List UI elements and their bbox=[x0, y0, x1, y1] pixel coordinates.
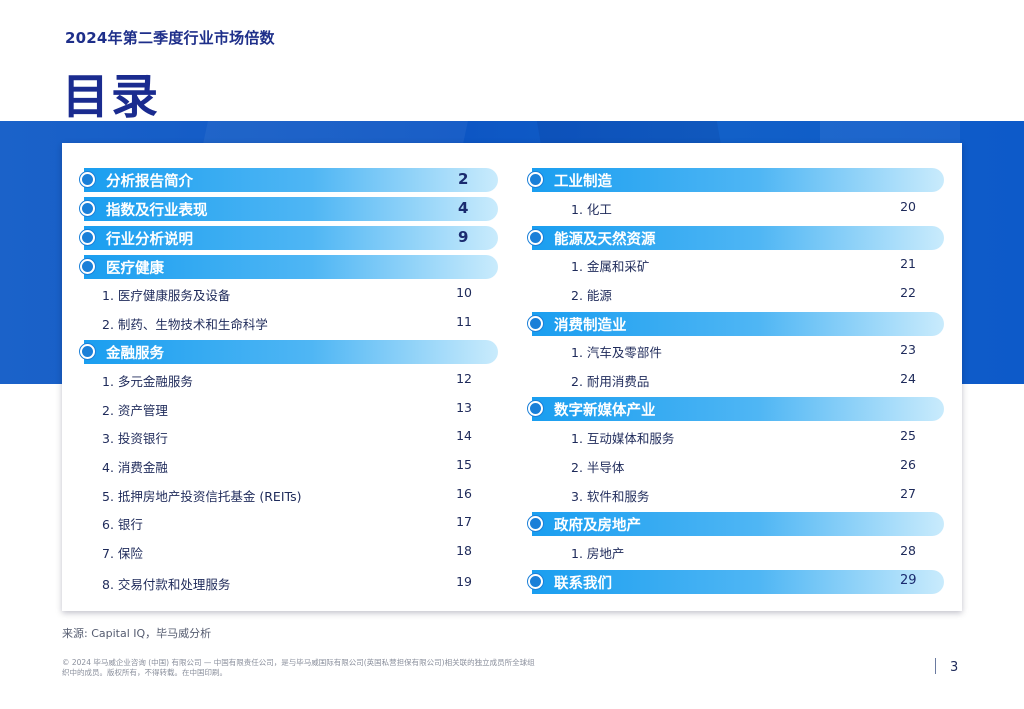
toc-item[interactable]: 2. 资产管理 bbox=[102, 403, 168, 418]
toc-item[interactable]: 4. 消费金融 bbox=[102, 460, 168, 475]
copyright-notice: © 2024 毕马威企业咨询 (中国) 有限公司 — 中国有限责任公司，是与毕马… bbox=[62, 658, 535, 677]
toc-section-healthcare[interactable]: 医疗健康 bbox=[80, 255, 498, 279]
bullet-icon bbox=[80, 344, 95, 359]
source-note: 来源: Capital IQ，毕马威分析 bbox=[62, 627, 212, 640]
toc-page-number: 22 bbox=[900, 285, 916, 300]
toc-section-digital-media[interactable]: 数字新媒体产业 bbox=[528, 397, 944, 421]
bullet-icon bbox=[80, 259, 95, 274]
toc-card: 分析报告简介 2 指数及行业表现 4 行业分析说明 9 医疗健康 1. 医疗健康… bbox=[62, 143, 962, 611]
toc-item[interactable]: 3. 软件和服务 bbox=[571, 489, 650, 504]
toc-page-number: 21 bbox=[900, 256, 916, 271]
toc-section-industrial[interactable]: 工业制造 bbox=[528, 168, 944, 192]
toc-section-government-realestate[interactable]: 政府及房地产 bbox=[528, 512, 944, 536]
toc-item[interactable]: 1. 化工 bbox=[571, 202, 612, 217]
toc-item[interactable]: 3. 投资银行 bbox=[102, 431, 168, 446]
toc-page-number: 10 bbox=[456, 285, 472, 300]
toc-section-intro[interactable]: 分析报告简介 2 bbox=[80, 168, 498, 192]
toc-page-number: 23 bbox=[900, 342, 916, 357]
toc-item[interactable]: 7. 保险 bbox=[102, 546, 143, 561]
bullet-icon bbox=[80, 230, 95, 245]
toc-page-number: 18 bbox=[456, 543, 472, 558]
toc-item[interactable]: 5. 抵押房地产投资信托基金 (REITs) bbox=[102, 489, 302, 504]
toc-item[interactable]: 1. 金属和采矿 bbox=[571, 259, 650, 274]
toc-section-consumer[interactable]: 消费制造业 bbox=[528, 312, 944, 336]
toc-page-number: 28 bbox=[900, 543, 916, 558]
toc-page-number: 20 bbox=[900, 199, 916, 214]
report-subtitle: 2024年第二季度行业市场倍数 bbox=[65, 29, 275, 47]
bullet-icon bbox=[80, 172, 95, 187]
toc-page-number: 24 bbox=[900, 371, 916, 386]
bullet-icon bbox=[80, 201, 95, 216]
toc-page-number: 15 bbox=[456, 457, 472, 472]
toc-item[interactable]: 1. 互动媒体和服务 bbox=[571, 431, 675, 446]
toc-page-number: 13 bbox=[456, 400, 472, 415]
toc-page-number: 26 bbox=[900, 457, 916, 472]
bullet-icon bbox=[528, 230, 543, 245]
toc-item[interactable]: 1. 房地产 bbox=[571, 546, 625, 561]
toc-item[interactable]: 1. 汽车及零部件 bbox=[571, 345, 662, 360]
toc-item[interactable]: 8. 交易付款和处理服务 bbox=[102, 577, 231, 592]
bullet-icon bbox=[528, 516, 543, 531]
bullet-icon bbox=[528, 401, 543, 416]
toc-item[interactable]: 2. 半导体 bbox=[571, 460, 625, 475]
page-number: 3 bbox=[950, 660, 959, 675]
toc-item[interactable]: 2. 能源 bbox=[571, 288, 612, 303]
toc-section-energy[interactable]: 能源及天然资源 bbox=[528, 226, 944, 250]
page-number-divider bbox=[935, 658, 936, 674]
toc-item[interactable]: 6. 银行 bbox=[102, 517, 143, 532]
toc-section-contact[interactable]: 联系我们 29 bbox=[528, 570, 944, 594]
toc-page-number: 17 bbox=[456, 514, 472, 529]
toc-item[interactable]: 1. 医疗健康服务及设备 bbox=[102, 288, 231, 303]
toc-item[interactable]: 2. 制药、生物技术和生命科学 bbox=[102, 317, 268, 332]
toc-page-number: 27 bbox=[900, 486, 916, 501]
toc-item[interactable]: 1. 多元金融服务 bbox=[102, 374, 193, 389]
toc-section-finance[interactable]: 金融服务 bbox=[80, 340, 498, 364]
toc-page-number: 19 bbox=[456, 574, 472, 589]
page-title: 目录 bbox=[62, 70, 160, 125]
toc-section-industry-notes[interactable]: 行业分析说明 9 bbox=[80, 226, 498, 250]
toc-page-number: 25 bbox=[900, 428, 916, 443]
bullet-icon bbox=[528, 172, 543, 187]
toc-section-index[interactable]: 指数及行业表现 4 bbox=[80, 197, 498, 221]
toc-page-number: 14 bbox=[456, 428, 472, 443]
toc-item[interactable]: 2. 耐用消费品 bbox=[571, 374, 650, 389]
toc-page-number: 12 bbox=[456, 371, 472, 386]
bullet-icon bbox=[528, 574, 543, 589]
toc-page-number: 11 bbox=[456, 314, 472, 329]
toc-page-number: 16 bbox=[456, 486, 472, 501]
bullet-icon bbox=[528, 316, 543, 331]
